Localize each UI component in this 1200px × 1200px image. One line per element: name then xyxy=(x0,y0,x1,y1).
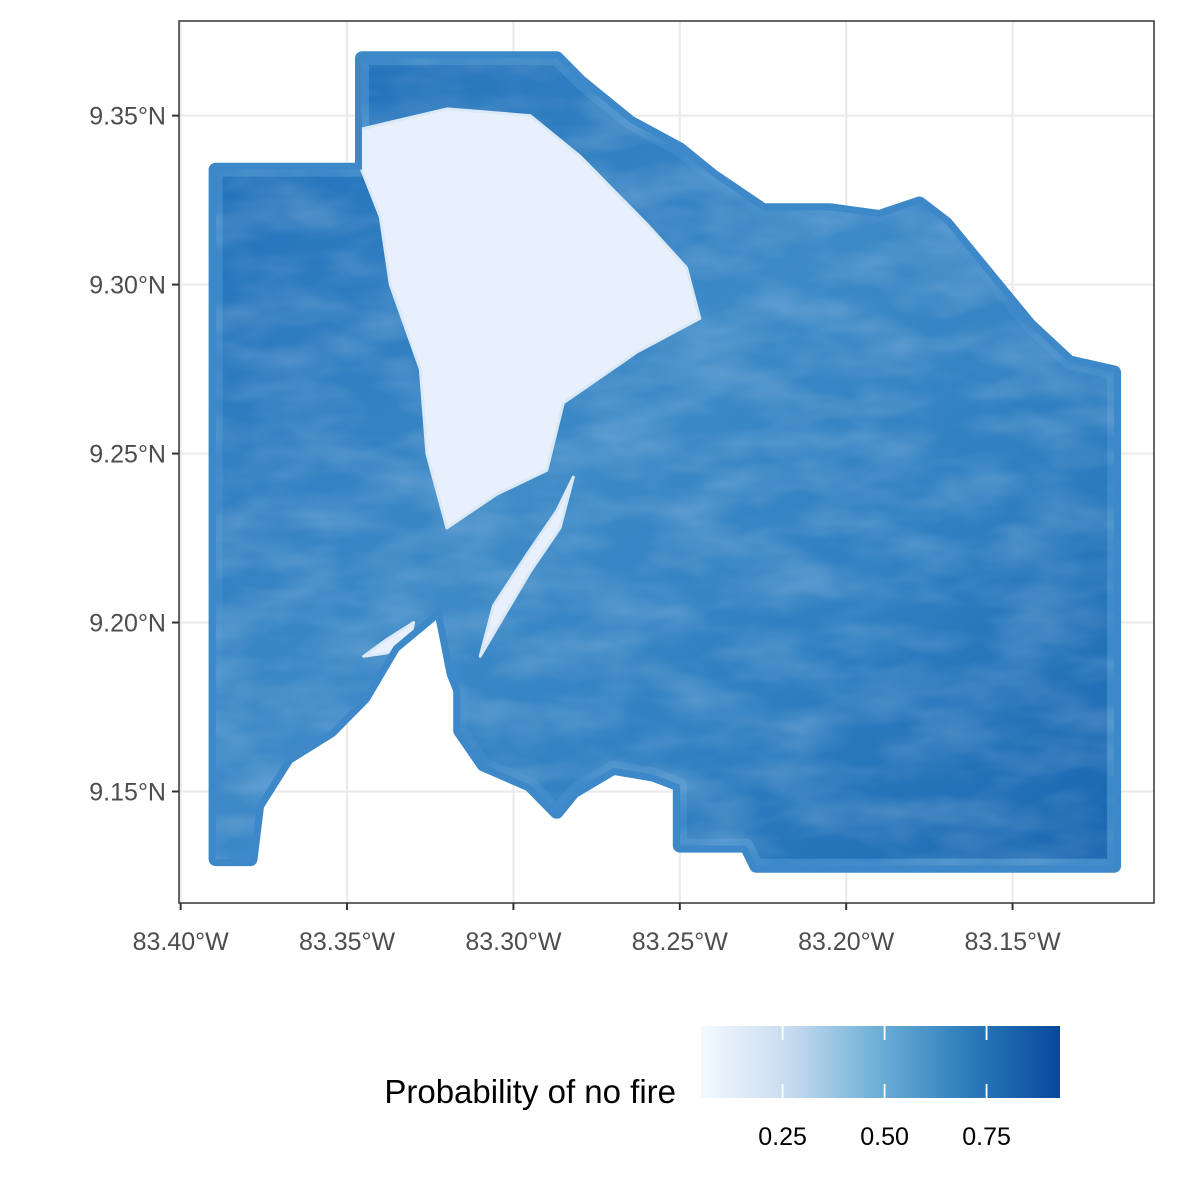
map-panel xyxy=(178,20,1155,904)
legend-tick-label: 0.50 xyxy=(860,1123,909,1151)
panel-border xyxy=(178,20,1155,904)
legend-ticks: 0.25 0.50 0.75 xyxy=(758,1026,1011,1151)
x-tick-label: 83.15°W xyxy=(964,928,1061,956)
y-tick-label: 9.25°N xyxy=(89,441,166,469)
x-tick-label: 83.25°W xyxy=(632,928,729,956)
low-zone-south xyxy=(478,475,575,658)
x-tick-label: 83.35°W xyxy=(299,928,396,956)
x-tick-label: 83.40°W xyxy=(133,928,230,956)
legend-tick-label: 0.25 xyxy=(758,1123,807,1151)
y-tick-label: 9.30°N xyxy=(89,272,166,300)
y-tick-label: 9.15°N xyxy=(89,778,166,806)
low-probability-zones xyxy=(345,107,702,658)
x-axis: 83.40°W 83.35°W 83.30°W 83.25°W 83.20°W 83.15… xyxy=(133,903,1061,956)
legend-title: Probability of no fire xyxy=(384,1073,676,1110)
x-tick-label: 83.20°W xyxy=(798,928,895,956)
x-tick-label: 83.30°W xyxy=(465,928,562,956)
y-tick-label: 9.35°N xyxy=(89,103,166,131)
legend: Probability of no fire 0.25 0.50 0.75 xyxy=(384,1026,1060,1151)
low-zone-north xyxy=(345,107,702,530)
legend-colorbar xyxy=(701,1026,1060,1098)
region-layer xyxy=(208,51,1122,873)
y-axis: 9.15°N 9.20°N 9.25°N 9.30°N 9.35°N xyxy=(89,103,179,806)
y-tick-label: 9.20°N xyxy=(89,610,166,638)
legend-tick-label: 0.75 xyxy=(962,1123,1011,1151)
